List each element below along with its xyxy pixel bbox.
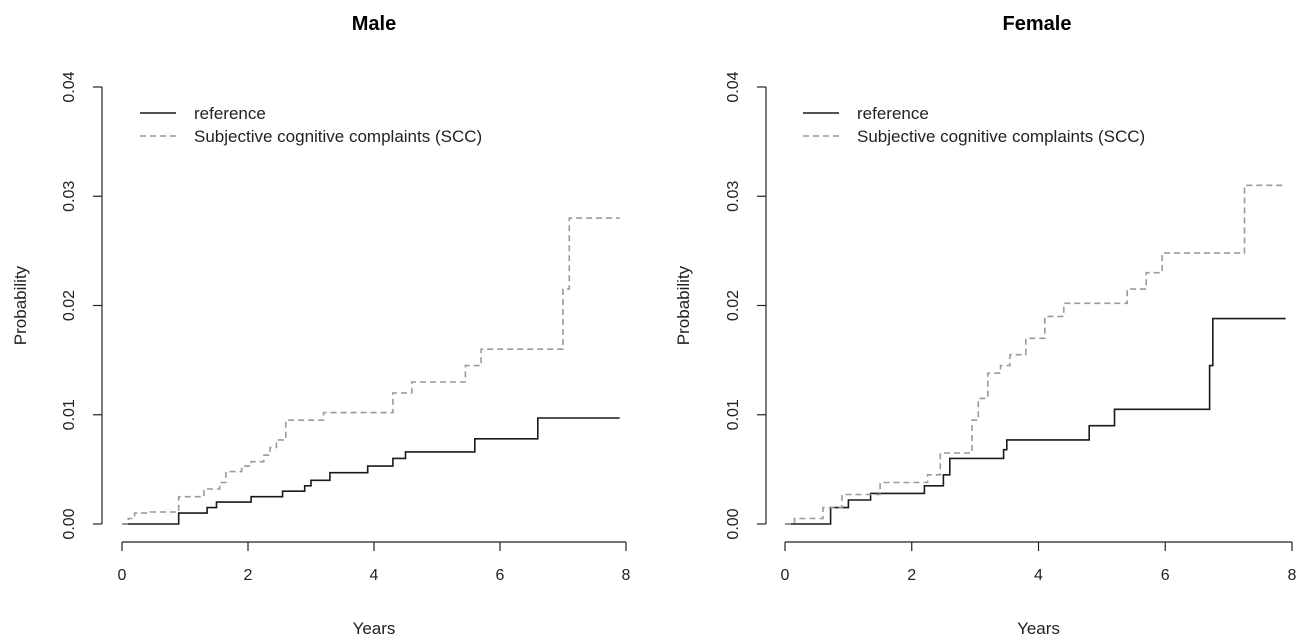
y-tick-label: 0.02 xyxy=(725,290,742,321)
series-reference-line xyxy=(785,317,1286,525)
y-tick-label: 0.00 xyxy=(725,508,742,539)
x-tick-label: 6 xyxy=(496,567,505,584)
y-tick-label: 0.03 xyxy=(61,181,78,212)
x-tick-label: 2 xyxy=(244,567,253,584)
y-axis-label: Probability xyxy=(674,265,693,345)
y-tick-label: 0.01 xyxy=(725,399,742,430)
x-tick-label: 4 xyxy=(370,567,379,584)
x-tick-label: 0 xyxy=(781,567,790,584)
series-scc-line xyxy=(122,217,620,525)
legend-label: Subjective cognitive complaints (SCC) xyxy=(857,127,1145,146)
x-tick-label: 0 xyxy=(118,567,127,584)
y-tick-label: 0.02 xyxy=(61,290,78,321)
y-tick-label: 0.04 xyxy=(725,71,742,102)
y-axis-label: Probability xyxy=(11,265,30,345)
x-axis-label: Years xyxy=(1017,619,1060,638)
x-tick-label: 8 xyxy=(622,567,631,584)
chart-panel-female: Female 0 2 4 6 8 0.00 0.01 0.02 0.03 0.04 Years Prob… xyxy=(674,13,1297,638)
y-tick-label: 0.01 xyxy=(61,399,78,430)
x-tick-label: 2 xyxy=(907,567,916,584)
chart-title: Female xyxy=(1003,13,1072,35)
y-tick-label: 0.04 xyxy=(61,71,78,102)
x-tick-label: 8 xyxy=(1288,567,1297,584)
x-tick-label: 6 xyxy=(1161,567,1170,584)
series-reference-line xyxy=(122,417,620,525)
y-tick-label: 0.03 xyxy=(725,181,742,212)
x-axis-label: Years xyxy=(353,619,396,638)
x-tick-label: 4 xyxy=(1034,567,1043,584)
legend-label: reference xyxy=(194,104,266,123)
legend-label: reference xyxy=(857,104,929,123)
chart-title: Male xyxy=(352,13,396,35)
legend-label: Subjective cognitive complaints (SCC) xyxy=(194,127,482,146)
series-scc-line xyxy=(785,184,1286,525)
chart-panel-male: Male 0 2 4 6 8 0.00 0.01 0.02 0.03 0.04 Years Probab… xyxy=(11,13,631,638)
y-tick-label: 0.00 xyxy=(61,508,78,539)
